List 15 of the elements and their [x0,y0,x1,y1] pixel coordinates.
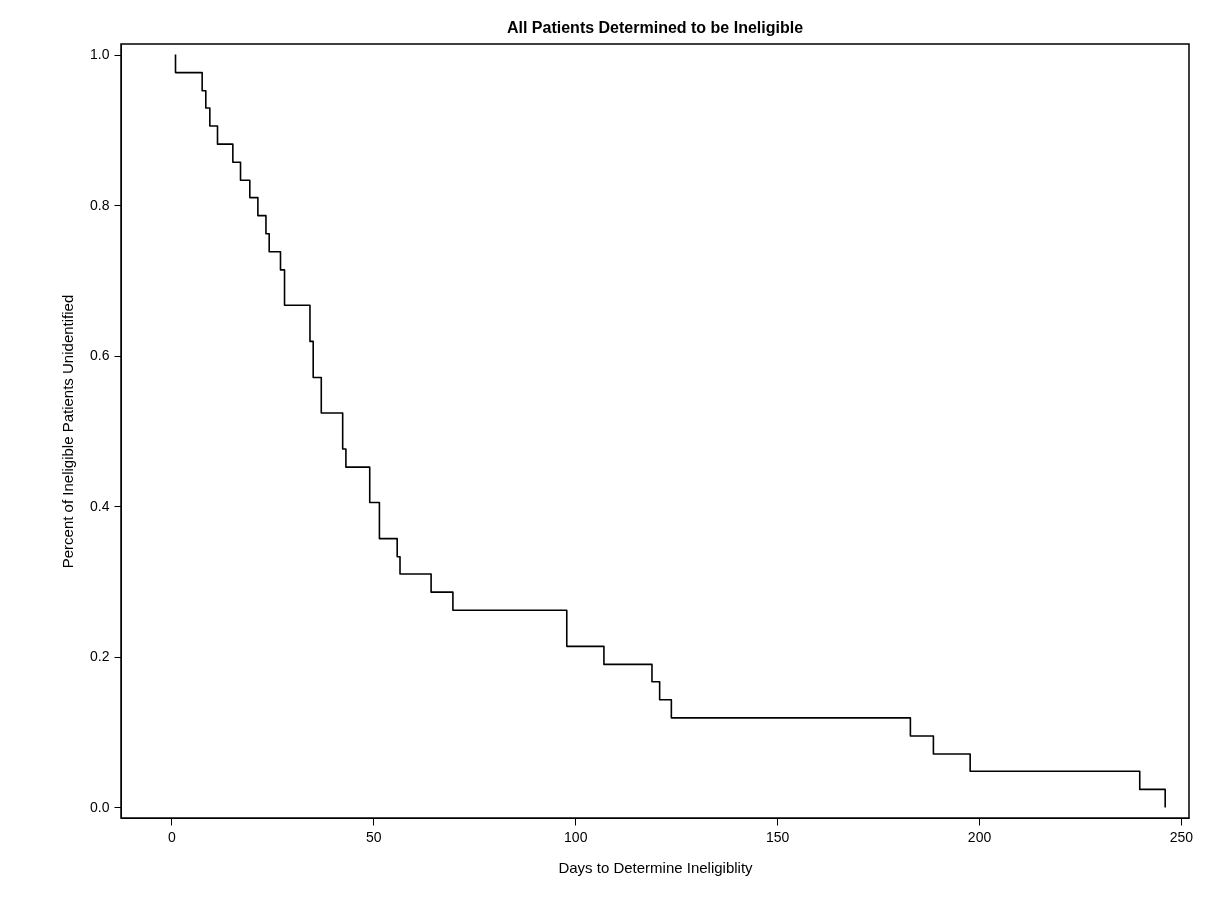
x-tick-label: 200 [967,828,992,845]
y-tick-label: 0.8 [90,196,110,213]
y-tick-label: 0.4 [90,497,110,514]
y-tick-label: 0.0 [90,798,110,815]
x-tick-label: 150 [765,828,790,845]
x-tick-label: 0 [168,828,177,845]
x-axis-title: Days to Determine Ineligiblity [558,858,754,876]
chart-title: All Patients Determined to be Ineligible [506,19,804,36]
y-tick-label: 0.2 [90,648,110,665]
y-tick-label: 0.6 [90,347,110,364]
y-axis-title: Percent of Ineligible Patients Unidentified [59,294,77,569]
x-tick-label: 50 [366,828,382,845]
x-tick-label: 100 [564,828,588,845]
x-tick-label: 250 [1169,828,1194,845]
y-tick-label: 1.0 [90,46,110,63]
